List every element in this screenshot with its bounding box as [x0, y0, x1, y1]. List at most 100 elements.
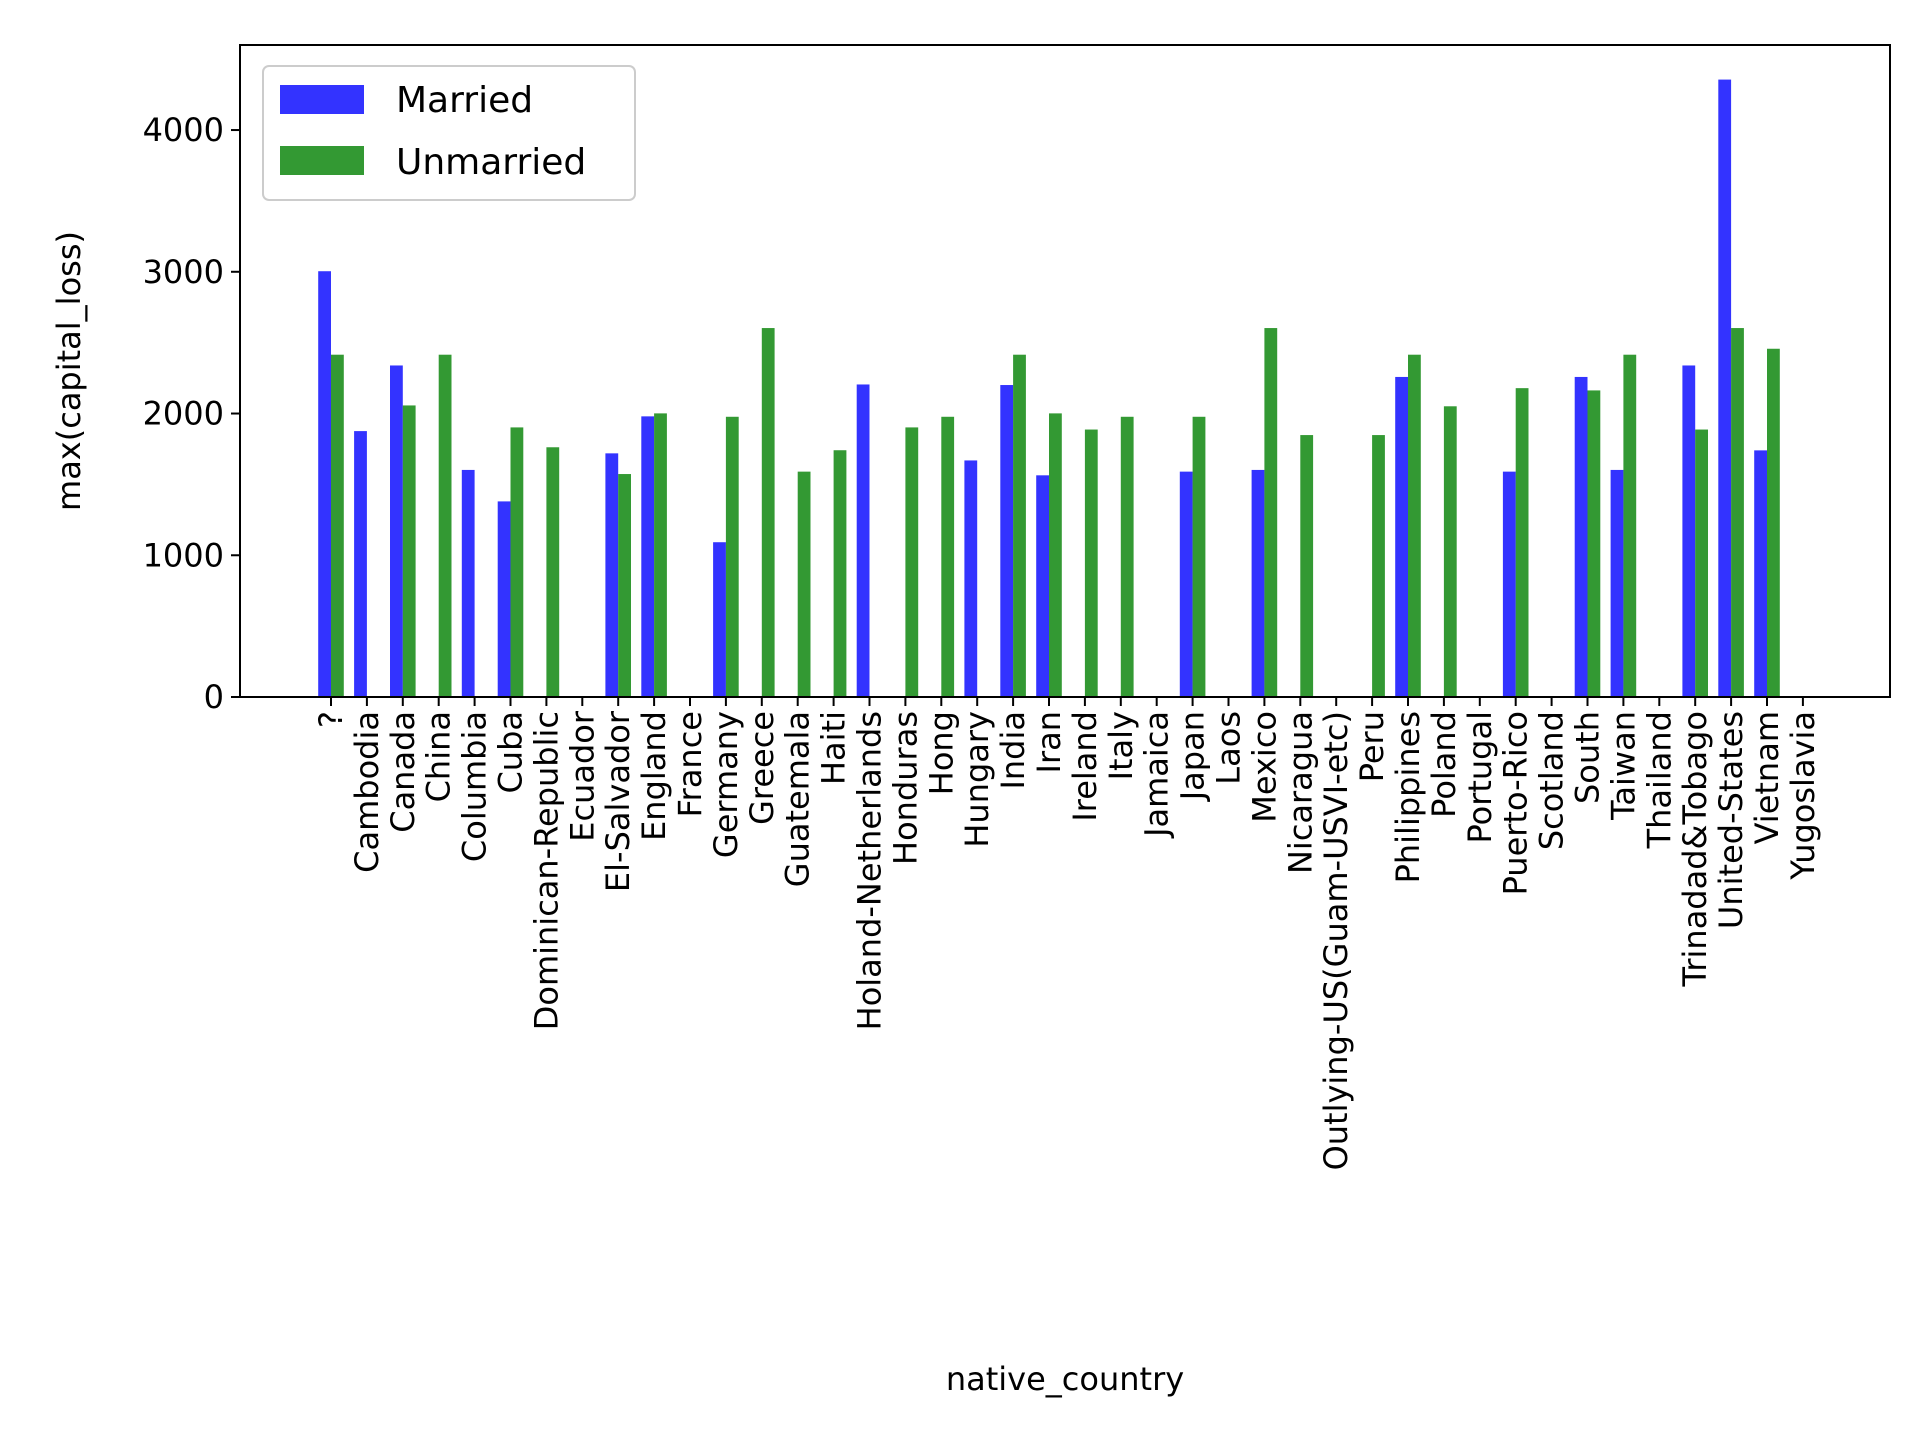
y-tick-label: 4000: [143, 111, 224, 149]
bar-unmarried-ireland: [1084, 429, 1098, 697]
x-tick-label-united-states: United-States: [1712, 711, 1750, 929]
bar-married-south: [1574, 376, 1588, 697]
x-tick-label-el-salvador: El-Salvador: [599, 710, 637, 892]
x-tick-label-ecuador: Ecuador: [563, 710, 601, 842]
x-tick-label-trinadad-tobago: Trinadad&Tobago: [1676, 711, 1714, 987]
bar-unmarried-honduras: [905, 427, 919, 697]
bar-unmarried-philippines: [1408, 354, 1421, 697]
bar-unmarried-china: [438, 354, 452, 697]
bar-married-el-salvador: [605, 453, 619, 697]
x-tick-label-germany: Germany: [707, 711, 745, 858]
x-tick-label-england: England: [635, 711, 673, 841]
x-tick-label-ireland: Ireland: [1066, 711, 1104, 822]
x-tick-label-puerto-rico: Puerto-Rico: [1497, 711, 1535, 895]
y-tick-label: 0: [204, 678, 224, 716]
x-tick-label-china: China: [420, 711, 458, 802]
bar-unmarried-cuba: [510, 427, 524, 697]
y-axis: 0 1000 2000 3000 4000: [143, 111, 240, 716]
bar-unmarried-japan: [1192, 416, 1206, 697]
legend-swatch-unmarried: [280, 146, 364, 175]
x-tick-label-hong: Hong: [922, 711, 960, 795]
x-tick-label-philippines: Philippines: [1389, 711, 1427, 883]
bar-married-hungary: [964, 460, 978, 697]
x-tick-label-poland: Poland: [1425, 711, 1463, 818]
bar-married-iran: [1036, 475, 1049, 697]
bar-married-canada: [390, 365, 403, 697]
legend-swatch-married: [280, 85, 364, 114]
x-tick-label-thailand: Thailand: [1640, 711, 1678, 849]
legend: Married Unmarried: [262, 65, 636, 201]
bar-married-vietnam: [1754, 450, 1767, 697]
x-tick-label-canada: Canada: [384, 711, 422, 833]
bar-married-unknown: [318, 271, 331, 697]
bar-unmarried-united-states: [1731, 328, 1744, 697]
x-tick-label-india: India: [994, 711, 1032, 790]
plot-frame: [239, 44, 1891, 698]
bar-married-cuba: [497, 501, 511, 697]
bar-married-taiwan: [1610, 469, 1624, 697]
bar-unmarried-hong: [941, 416, 955, 697]
x-tick-label-peru: Peru: [1353, 711, 1391, 782]
bar-unmarried-nicaragua: [1300, 435, 1314, 697]
x-axis: ?CambodiaCanadaChinaColumbiaCubaDominica…: [312, 697, 1822, 1170]
x-tick-label-haiti: Haiti: [815, 711, 853, 785]
y-tick-label: 1000: [143, 536, 224, 574]
bar-unmarried-peru: [1372, 435, 1385, 697]
bar-unmarried-india: [1013, 354, 1026, 697]
bar-unmarried-germany: [725, 416, 739, 697]
x-tick-label-yugoslavia: Yugoslavia: [1784, 711, 1822, 881]
bar-married-trinadad-tobago: [1682, 365, 1696, 697]
bar-married-japan: [1179, 471, 1193, 697]
bar-unmarried-iran: [1049, 413, 1062, 697]
bar-unmarried-haiti: [833, 450, 847, 697]
x-tick-label-taiwan: Taiwan: [1604, 711, 1642, 821]
x-tick-label-portugal: Portugal: [1461, 711, 1499, 844]
x-tick-label-unknown: ?: [312, 711, 350, 728]
legend-label-married: Married: [396, 80, 533, 121]
x-tick-label-outlying-us-guam-usvi-etc: Outlying-US(Guam-USVI-etc): [1317, 711, 1355, 1170]
x-tick-label-laos: Laos: [1210, 711, 1248, 785]
bar-married-columbia: [461, 469, 475, 697]
bar-unmarried-poland: [1443, 406, 1457, 697]
x-tick-label-honduras: Honduras: [886, 711, 924, 865]
x-tick-label-mexico: Mexico: [1245, 711, 1283, 823]
x-tick-label-south: South: [1569, 711, 1607, 804]
bar-unmarried-puerto-rico: [1515, 388, 1529, 697]
x-axis-label: native_country: [946, 1360, 1184, 1398]
bar-unmarried-dominican-republic: [546, 447, 560, 697]
bar-married-philippines: [1395, 376, 1408, 697]
x-tick-label-dominican-republic: Dominican-Republic: [527, 711, 565, 1030]
bar-unmarried-italy: [1120, 416, 1134, 697]
x-tick-label-greece: Greece: [743, 711, 781, 825]
x-tick-label-scotland: Scotland: [1533, 711, 1571, 850]
bar-married-cambodia: [354, 431, 367, 697]
bar-married-puerto-rico: [1502, 471, 1516, 697]
x-tick-label-cuba: Cuba: [492, 711, 530, 794]
bar-unmarried-greece: [761, 328, 775, 697]
bar-unmarried-guatemala: [797, 471, 811, 697]
x-tick-label-cambodia: Cambodia: [348, 711, 386, 873]
x-tick-label-italy: Italy: [1102, 711, 1140, 780]
bar-married-england: [641, 416, 655, 697]
legend-label-unmarried: Unmarried: [396, 142, 586, 183]
bar-married-mexico: [1251, 469, 1265, 697]
x-tick-label-vietnam: Vietnam: [1748, 711, 1786, 844]
x-tick-label-hungary: Hungary: [958, 711, 996, 848]
x-tick-label-france: France: [671, 711, 709, 817]
x-tick-label-jamaica: Jamaica: [1138, 711, 1176, 839]
x-tick-label-japan: Japan: [1174, 711, 1212, 802]
bar-married-united-states: [1718, 79, 1732, 697]
bar-unmarried-canada: [402, 405, 416, 697]
bar-unmarried-el-salvador: [618, 474, 631, 697]
y-tick-label: 2000: [143, 395, 224, 433]
bars-layer: [318, 79, 1780, 697]
bar-unmarried-trinadad-tobago: [1695, 429, 1708, 697]
bar-unmarried-mexico: [1264, 328, 1278, 697]
bar-unmarried-south: [1587, 390, 1601, 697]
x-tick-label-nicaragua: Nicaragua: [1281, 711, 1319, 874]
x-tick-label-guatemala: Guatemala: [779, 711, 817, 887]
x-tick-label-holand-netherlands: Holand-Netherlands: [851, 711, 889, 1030]
bar-married-holand-netherlands: [856, 384, 870, 697]
